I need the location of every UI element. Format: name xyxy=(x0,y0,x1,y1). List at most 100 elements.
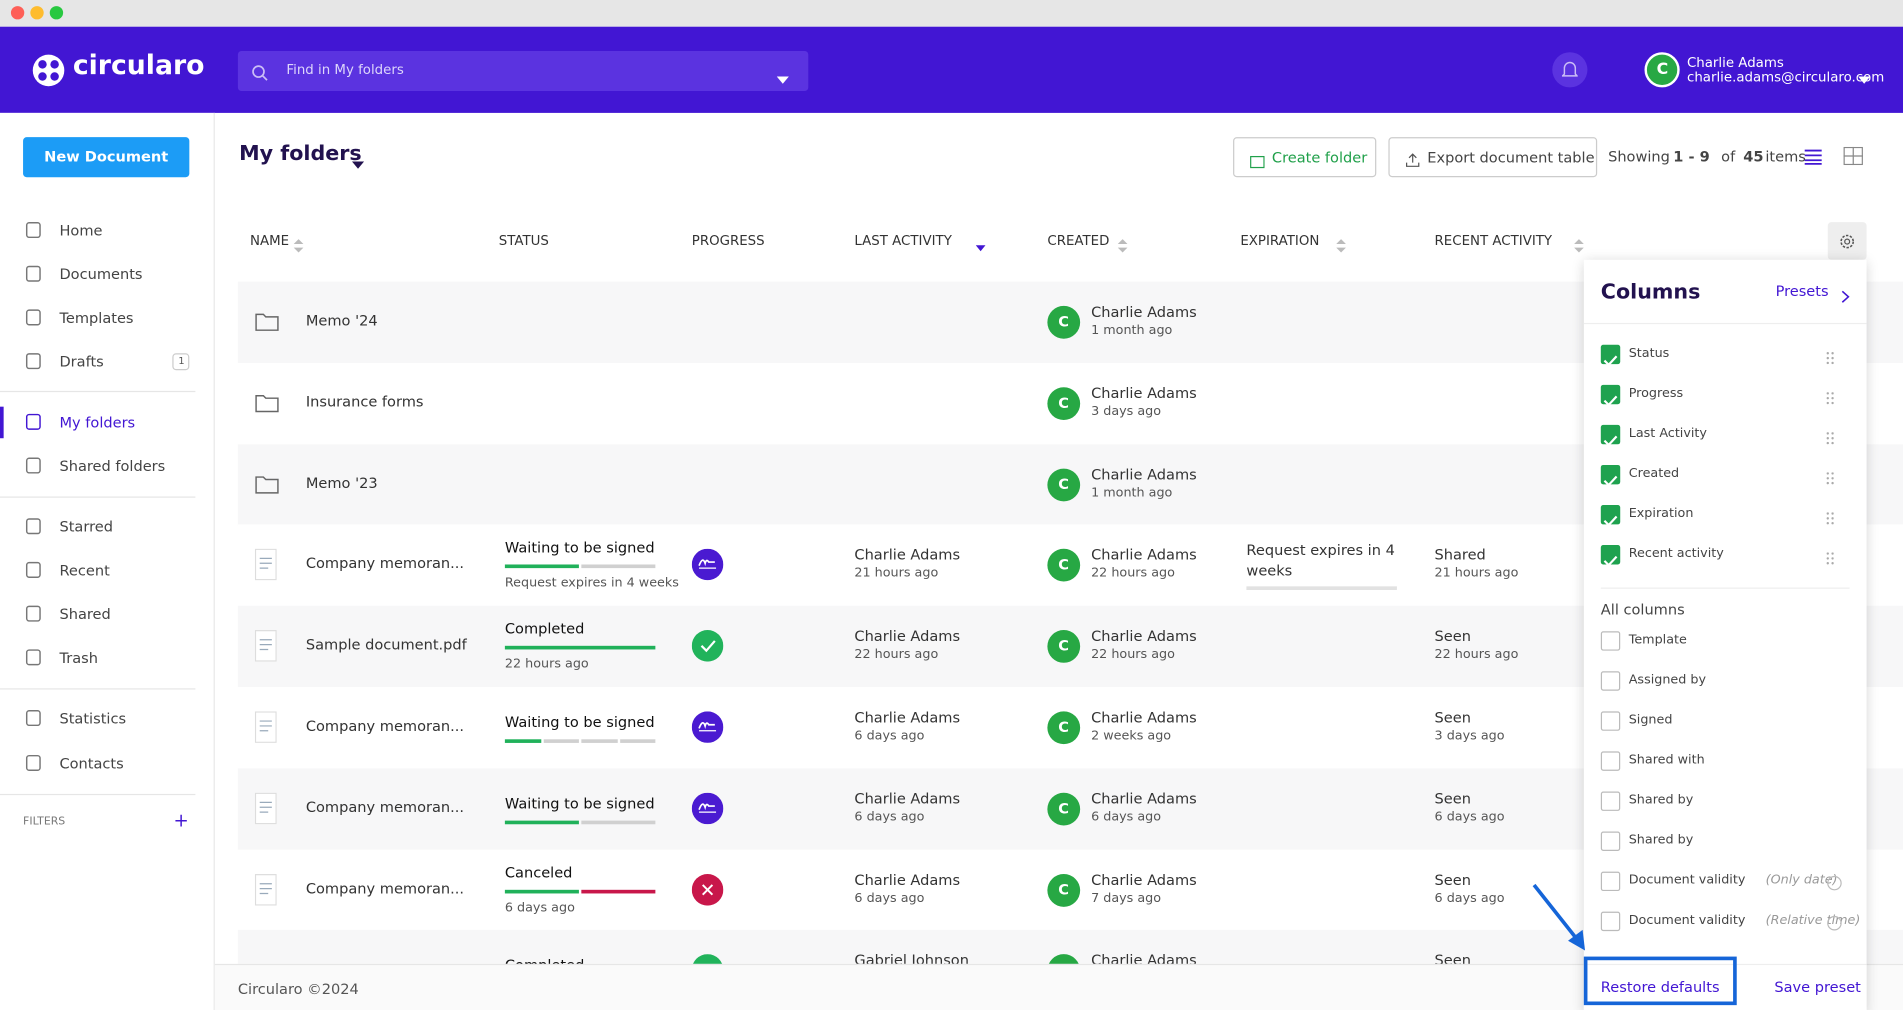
filters-add[interactable]: + xyxy=(173,809,189,832)
export-button[interactable]: Export document table xyxy=(1388,137,1598,178)
drag-handle xyxy=(1826,467,1834,485)
checkmark xyxy=(1603,388,1618,407)
item-name: Memo '23 xyxy=(305,474,378,492)
status-text: Canceled xyxy=(504,863,573,881)
restore-defaults-button[interactable]: Restore defaults xyxy=(1600,978,1720,996)
created-time: 22 hours ago xyxy=(1091,566,1175,581)
nav-label: Home xyxy=(59,222,103,240)
last-activity-user: Charlie Adams xyxy=(854,627,961,645)
create-folder-button[interactable]: Create folder xyxy=(1233,137,1377,178)
column-header[interactable]: CREATED xyxy=(1047,233,1110,249)
nav-item[interactable]: Contacts xyxy=(0,748,214,780)
column-header[interactable]: EXPIRATION xyxy=(1240,233,1320,249)
drag-handle xyxy=(1826,547,1834,565)
search-box[interactable]: Find in My folders xyxy=(237,50,809,92)
presets-link[interactable]: Presets xyxy=(1775,282,1829,300)
new-document-button[interactable]: New Document xyxy=(23,137,190,178)
nav-icon xyxy=(24,605,42,623)
save-preset-button[interactable]: Save preset xyxy=(1774,978,1861,996)
item-name: Company memoran... xyxy=(305,717,465,735)
column-checkbox[interactable] xyxy=(1600,711,1621,731)
nav-icon xyxy=(24,352,42,370)
column-settings-button[interactable] xyxy=(1827,222,1867,260)
created-user: Charlie Adams xyxy=(1091,465,1197,483)
column-checkbox[interactable] xyxy=(1600,464,1621,487)
last-activity-time: 6 days ago xyxy=(854,809,925,825)
nav-label: Starred xyxy=(59,518,113,536)
checkmark xyxy=(1603,429,1618,447)
nav-item[interactable]: Home xyxy=(0,215,214,247)
column-checkbox[interactable] xyxy=(1600,631,1621,651)
column-checkbox[interactable] xyxy=(1600,545,1621,567)
status-note: 6 days ago xyxy=(504,900,575,915)
column-checkbox[interactable] xyxy=(1600,384,1621,407)
search-placeholder: Find in My folders xyxy=(286,61,404,78)
nav-item[interactable]: Documents xyxy=(0,259,214,291)
nav-item[interactable]: My folders xyxy=(0,406,214,439)
column-label: Expiration xyxy=(1628,506,1694,521)
help-icon xyxy=(1827,913,1843,931)
created-avatar: C xyxy=(1047,387,1081,420)
folder-icon xyxy=(255,393,279,413)
nav-item[interactable]: Templates xyxy=(0,302,214,334)
created-avatar: C xyxy=(1047,792,1081,826)
column-checkbox[interactable] xyxy=(1600,791,1621,811)
nav-item[interactable]: Drafts 1 xyxy=(0,346,214,378)
nav-item[interactable]: Starred xyxy=(0,511,214,543)
showing-part: 45 xyxy=(1743,148,1764,166)
status-bar-segment xyxy=(504,646,656,650)
column-label: Assigned by xyxy=(1628,672,1707,688)
notifications-button[interactable] xyxy=(1552,52,1588,88)
status-bar-segment xyxy=(543,739,579,743)
recent-activity: Seen xyxy=(1434,871,1471,889)
column-checkbox[interactable] xyxy=(1600,424,1621,447)
created-avatar: C xyxy=(1047,873,1081,907)
created-time: 3 days ago xyxy=(1091,403,1162,419)
user-dropdown xyxy=(1858,67,1871,84)
gear-icon xyxy=(1839,232,1856,249)
window-button[interactable] xyxy=(10,6,25,20)
column-checkbox[interactable] xyxy=(1600,344,1621,367)
nav-item[interactable]: Shared folders xyxy=(0,450,214,482)
nav-icon xyxy=(24,709,42,727)
column-header[interactable]: PROGRESS xyxy=(691,233,765,249)
user-name: Charlie Adams xyxy=(1686,54,1784,71)
sidebar: New Document Home Documents Templates Drafts… xyxy=(0,112,215,1010)
column-checkbox[interactable] xyxy=(1600,871,1621,892)
column-header[interactable]: RECENT ACTIVITY xyxy=(1434,233,1553,249)
nav-item[interactable]: Recent xyxy=(0,555,214,587)
nav-item[interactable]: Statistics xyxy=(0,703,214,735)
column-checkbox[interactable] xyxy=(1600,671,1621,691)
user-avatar[interactable]: C xyxy=(1644,52,1680,88)
column-header[interactable]: NAME xyxy=(250,233,290,249)
column-checkbox[interactable] xyxy=(1600,831,1621,851)
nav-badge: 1 xyxy=(172,353,190,371)
nav-item[interactable]: Shared xyxy=(0,598,214,630)
checkmark xyxy=(1603,509,1618,527)
created-user: Charlie Adams xyxy=(1091,384,1197,402)
created-user: Charlie Adams xyxy=(1091,708,1197,726)
recent-activity-time: 6 days ago xyxy=(1434,809,1505,825)
column-checkbox[interactable] xyxy=(1600,504,1621,527)
avatar-letter: C xyxy=(1058,475,1069,493)
item-name: Memo '24 xyxy=(305,311,378,329)
checkmark xyxy=(1603,469,1618,487)
drag-handle xyxy=(1826,507,1834,525)
help-icon xyxy=(1827,873,1843,891)
highlight-box xyxy=(1583,956,1737,1006)
column-header[interactable]: LAST ACTIVITY xyxy=(854,233,952,249)
column-label: Created xyxy=(1628,466,1680,481)
nav-label: My folders xyxy=(59,413,136,431)
document-icon xyxy=(254,873,277,906)
nav-item[interactable]: Trash xyxy=(0,642,214,674)
nav-label: Shared xyxy=(59,605,111,623)
window-button[interactable] xyxy=(30,6,44,20)
nav-label: Documents xyxy=(59,265,143,283)
window-button[interactable] xyxy=(49,6,64,20)
annotation-arrow xyxy=(1527,880,1590,955)
column-header[interactable]: STATUS xyxy=(498,233,549,249)
column-checkbox[interactable] xyxy=(1600,751,1621,771)
column-checkbox[interactable] xyxy=(1600,911,1621,932)
last-activity-user: Charlie Adams xyxy=(854,708,961,726)
